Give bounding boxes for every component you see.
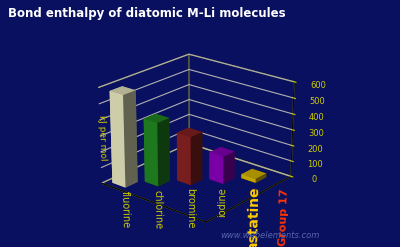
Text: www.webelements.com: www.webelements.com bbox=[220, 231, 319, 240]
Text: Bond enthalpy of diatomic M-Li molecules: Bond enthalpy of diatomic M-Li molecules bbox=[8, 7, 286, 21]
